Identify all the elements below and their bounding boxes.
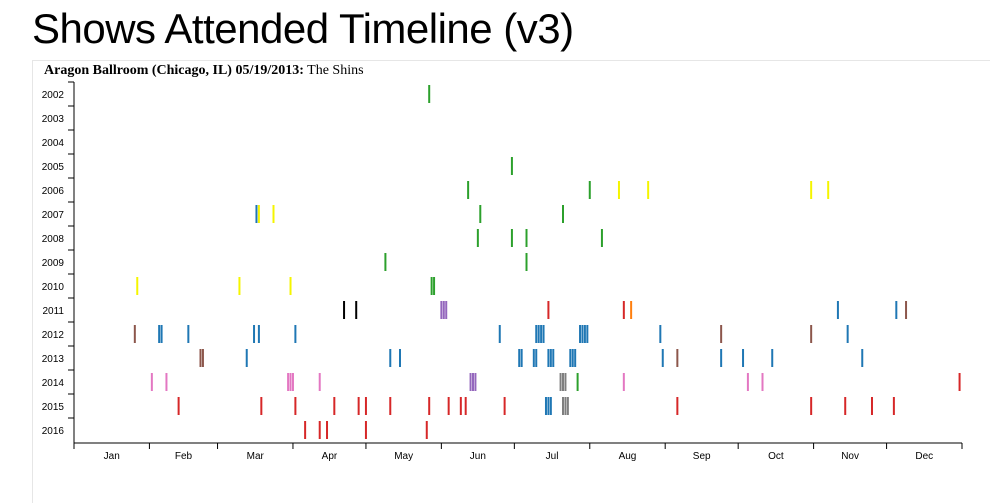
page-title: Shows Attended Timeline (v3)	[32, 5, 574, 52]
y-tick-label: 2009	[42, 258, 65, 269]
y-tick-label: 2014	[42, 378, 65, 389]
x-tick-label: Nov	[841, 451, 859, 462]
x-tick-label: Jun	[470, 451, 486, 462]
x-axis: Jan Feb Mar Apr May Jun Jul Aug Sep Oct Nov Dec	[73, 442, 963, 462]
x-tick-label: Feb	[175, 451, 193, 462]
y-tick-label: 2016	[42, 426, 65, 437]
y-tick-label: 2005	[42, 162, 65, 173]
y-axis: 2002 2003 2004 2005 2006 2007 2008 2009 2010 2011…	[42, 81, 75, 443]
y-tick-label: 2010	[42, 282, 65, 293]
x-tick-label: Dec	[915, 451, 933, 462]
y-tick-label: 2011	[42, 306, 64, 317]
x-tick-label: Oct	[768, 451, 784, 462]
y-tick-label: 2006	[42, 186, 65, 197]
x-tick-label: Jan	[104, 451, 120, 462]
selected-show-venue-date: Aragon Ballroom (Chicago, IL) 05/19/2013…	[44, 63, 304, 78]
selected-show-artist: The Shins	[303, 63, 364, 78]
chart-top-border	[32, 60, 990, 61]
y-tick-label: 2012	[42, 330, 65, 341]
y-tick-label: 2015	[42, 402, 65, 413]
y-tick-label: 2013	[42, 354, 65, 365]
x-tick-label: May	[394, 451, 413, 462]
show-marks	[133, 85, 961, 439]
x-tick-label: Jul	[546, 451, 559, 462]
y-tick-label: 2002	[42, 90, 65, 101]
selected-show-info: Aragon Ballroom (Chicago, IL) 05/19/2013…	[44, 63, 364, 79]
x-tick-label: Aug	[619, 451, 637, 462]
x-tick-label: Sep	[693, 451, 711, 462]
y-tick-label: 2008	[42, 234, 65, 245]
y-tick-label: 2007	[42, 210, 65, 221]
x-tick-label: Apr	[322, 451, 338, 462]
chart-left-border	[32, 60, 33, 503]
y-tick-label: 2003	[42, 114, 65, 125]
y-tick-label: 2004	[42, 138, 65, 149]
x-tick-label: Mar	[247, 451, 265, 462]
